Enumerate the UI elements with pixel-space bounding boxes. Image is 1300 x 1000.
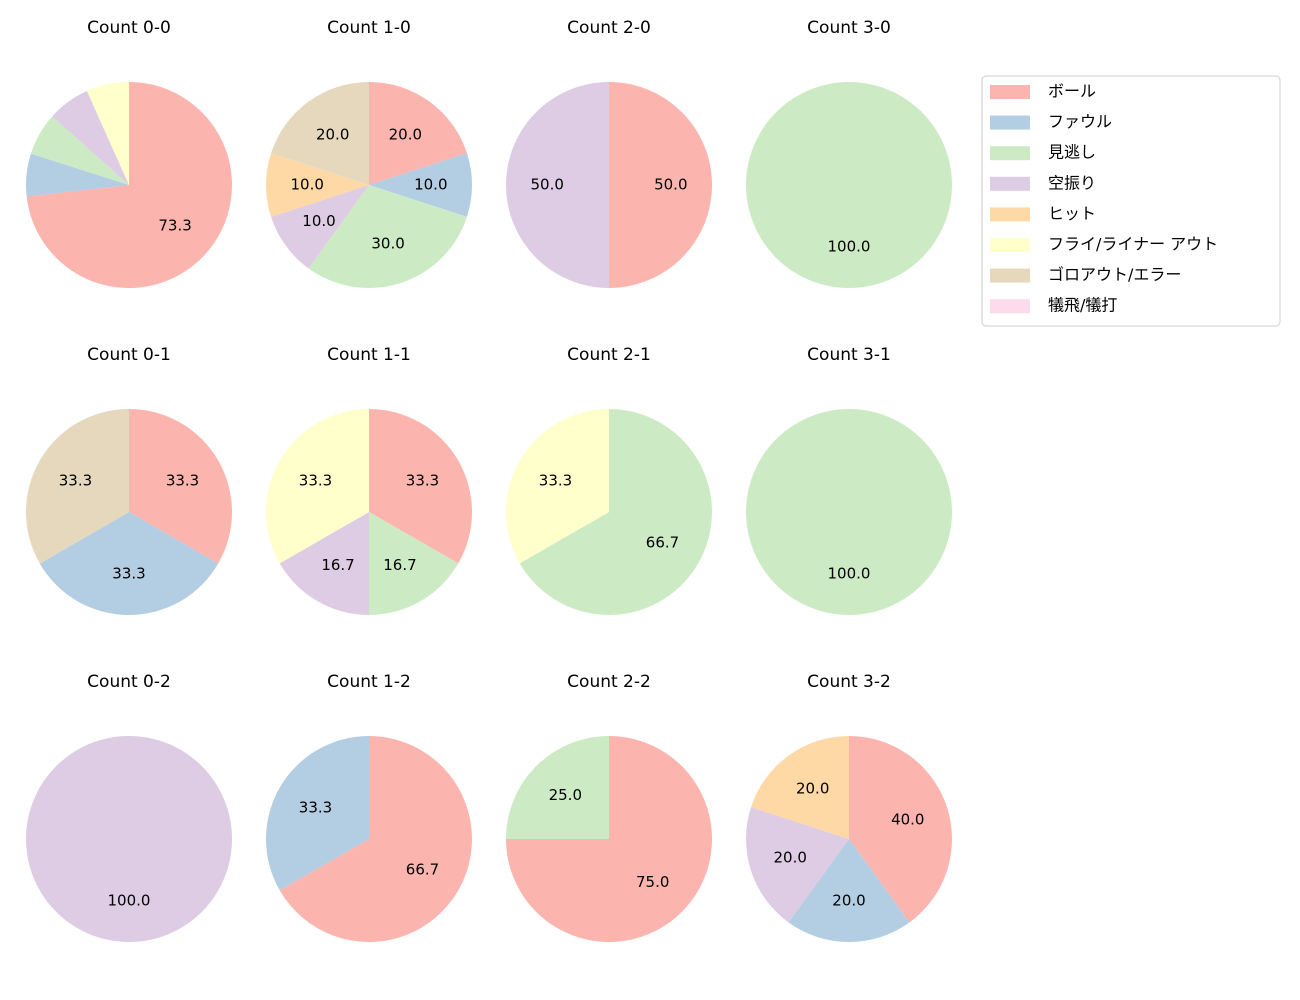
value-label: 66.7 [406, 860, 439, 878]
legend-label: ヒット [1048, 204, 1096, 223]
chart-title: Count 3-2 [807, 672, 891, 692]
value-label: 25.0 [549, 786, 582, 804]
value-label: 16.7 [321, 556, 354, 574]
legend-swatch [990, 238, 1030, 252]
chart-title: Count 1-0 [327, 18, 411, 38]
legend-swatch [990, 299, 1030, 314]
value-label: 40.0 [891, 810, 924, 828]
pie-slice [26, 82, 232, 288]
value-label: 20.0 [316, 126, 349, 144]
pie-slice [519, 409, 712, 615]
chart-title: Count 1-2 [327, 672, 411, 692]
pie-slice [25, 735, 232, 943]
value-label: 100.0 [108, 891, 151, 909]
value-label: 20.0 [389, 126, 422, 144]
pie-slice [369, 512, 459, 615]
pie-slice [266, 409, 369, 564]
pie-slice [26, 409, 130, 564]
value-label: 10.0 [302, 212, 335, 230]
pie-slice [266, 736, 369, 891]
pie-slice [506, 409, 609, 564]
pie-slice [788, 839, 910, 942]
value-label: 20.0 [832, 891, 865, 909]
pie-slice [39, 512, 219, 615]
legend-label: 犠飛/犠打 [1048, 296, 1117, 315]
value-label: 20.0 [796, 780, 829, 798]
pie-slice [746, 82, 952, 288]
chart-title: Count 0-1 [87, 345, 171, 365]
legend-label: 見逃し [1048, 143, 1096, 162]
pie-slice [308, 185, 467, 288]
pie-slice [279, 512, 369, 615]
value-label: 10.0 [414, 176, 447, 194]
pie-slice [129, 409, 232, 564]
value-label: 50.0 [530, 176, 563, 194]
legend-label: ファウル [1048, 112, 1112, 131]
chart-title: Count 2-1 [567, 345, 651, 365]
value-label: 50.0 [654, 176, 687, 194]
legend-box [981, 75, 1281, 327]
legend-swatch [990, 268, 1030, 283]
pie-slice [271, 82, 369, 185]
pie-slice [369, 409, 472, 564]
value-label: 33.3 [299, 472, 332, 490]
chart-title: Count 0-2 [87, 672, 171, 692]
value-label: 33.3 [59, 472, 92, 490]
value-label: 33.3 [406, 472, 439, 490]
pie-slice [746, 409, 952, 615]
legend-label: ボール [1048, 82, 1096, 101]
value-label: 20.0 [774, 849, 807, 867]
chart-title: Count 3-1 [807, 345, 891, 365]
pie-slice [26, 153, 129, 197]
legend-label: 空振り [1048, 173, 1096, 192]
pie-slice [279, 736, 473, 942]
pie-slice [751, 736, 849, 839]
value-label: 100.0 [828, 237, 871, 255]
legend-swatch [990, 85, 1030, 99]
value-label: 33.3 [166, 472, 199, 490]
pie-slice [86, 82, 129, 185]
pie-slice [506, 82, 609, 288]
value-label: 33.3 [299, 799, 332, 817]
chart-title: Count 3-0 [807, 18, 891, 38]
value-label: 73.3 [158, 217, 191, 235]
chart-title: Count 1-1 [327, 345, 411, 365]
chart-title: Count 2-0 [567, 18, 651, 38]
chart-title: Count 2-2 [567, 672, 651, 692]
value-label: 75.0 [636, 873, 669, 891]
pie-slice [746, 807, 849, 923]
legend-label: フライ/ライナー アウト [1048, 235, 1218, 254]
pie-slice [609, 82, 712, 288]
legend-swatch [990, 176, 1030, 191]
value-label: 16.7 [383, 556, 416, 574]
pie-slice [30, 116, 130, 185]
value-label: 30.0 [371, 234, 404, 252]
pie-slice [52, 90, 130, 185]
value-label: 33.3 [112, 564, 145, 582]
legend-swatch [990, 146, 1030, 161]
chart-title: Count 0-0 [87, 18, 171, 38]
pie-slice [849, 736, 953, 923]
pie-slice [369, 153, 472, 217]
legend-label: ゴロアウト/エラー [1048, 265, 1181, 284]
pie-slice [506, 736, 609, 839]
value-label: 100.0 [828, 564, 871, 582]
pie-slice [369, 82, 467, 185]
value-label: 33.3 [539, 472, 572, 490]
value-label: 66.7 [646, 533, 679, 551]
legend-swatch [990, 115, 1030, 130]
pie-slice [265, 153, 369, 217]
legend-swatch [990, 207, 1030, 222]
pie-slice [271, 185, 369, 269]
value-label: 10.0 [290, 176, 323, 194]
